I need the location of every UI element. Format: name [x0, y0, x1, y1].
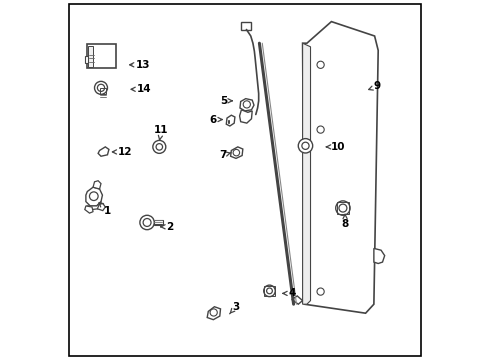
Polygon shape	[303, 43, 311, 304]
Text: 13: 13	[130, 60, 151, 70]
Polygon shape	[207, 307, 220, 320]
Circle shape	[302, 142, 309, 149]
Text: 5: 5	[220, 96, 232, 106]
Text: 10: 10	[326, 142, 345, 152]
Circle shape	[210, 309, 217, 316]
Circle shape	[243, 101, 250, 108]
Circle shape	[317, 126, 324, 133]
Text: 6: 6	[210, 114, 222, 125]
Text: 11: 11	[154, 125, 169, 140]
Text: 8: 8	[342, 214, 349, 229]
Polygon shape	[86, 187, 102, 206]
Text: 1: 1	[99, 203, 111, 216]
Circle shape	[267, 288, 272, 294]
Bar	[265, 286, 274, 296]
Polygon shape	[231, 147, 243, 158]
Circle shape	[90, 192, 98, 201]
Circle shape	[264, 285, 275, 297]
Circle shape	[156, 144, 163, 150]
Text: 12: 12	[112, 147, 133, 157]
Polygon shape	[98, 203, 105, 211]
Text: 2: 2	[161, 222, 173, 232]
Polygon shape	[292, 296, 303, 304]
Bar	[153, 220, 163, 225]
Circle shape	[140, 215, 154, 230]
Text: 9: 9	[368, 81, 381, 91]
Circle shape	[95, 81, 107, 94]
Polygon shape	[303, 22, 378, 313]
Bar	[88, 46, 94, 67]
Polygon shape	[87, 202, 101, 210]
Bar	[337, 202, 349, 214]
Circle shape	[153, 140, 166, 153]
Bar	[85, 56, 88, 63]
Circle shape	[233, 149, 240, 156]
Polygon shape	[226, 115, 235, 126]
Circle shape	[336, 201, 350, 215]
Circle shape	[317, 61, 324, 68]
Circle shape	[143, 219, 151, 226]
Bar	[99, 88, 106, 94]
Bar	[87, 44, 116, 68]
Circle shape	[298, 139, 313, 153]
Text: 14: 14	[131, 84, 151, 94]
Circle shape	[339, 204, 347, 212]
Polygon shape	[93, 181, 101, 189]
Polygon shape	[240, 110, 252, 123]
Circle shape	[98, 84, 104, 91]
Text: 3: 3	[230, 302, 240, 314]
Polygon shape	[374, 248, 385, 264]
Text: 4: 4	[283, 288, 295, 298]
Polygon shape	[240, 99, 254, 111]
Polygon shape	[85, 206, 93, 213]
Bar	[242, 22, 251, 30]
Polygon shape	[98, 147, 109, 156]
Text: 7: 7	[220, 150, 231, 160]
Circle shape	[317, 288, 324, 295]
